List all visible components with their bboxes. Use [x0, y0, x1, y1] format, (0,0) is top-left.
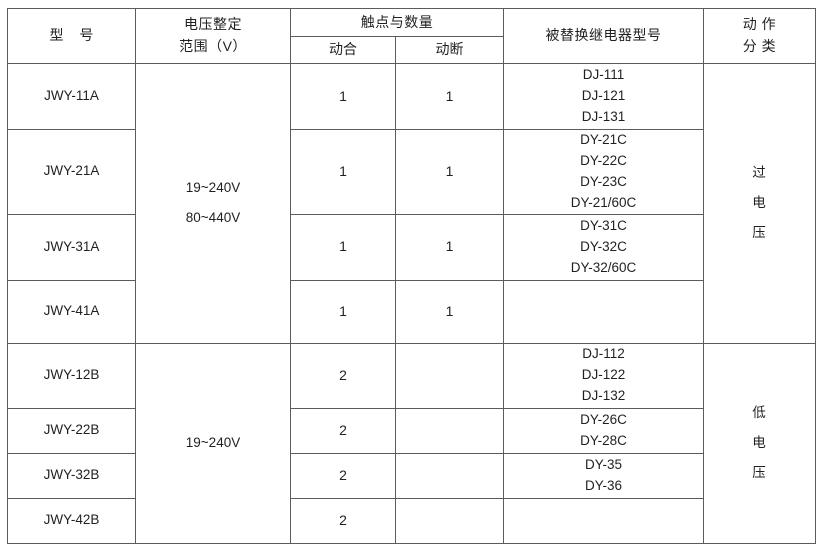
replaced-relay-item: DJ-121 [581, 88, 626, 104]
cell-contacts-no: 2 [290, 342, 396, 409]
table-row: JWY-11A 19~240V 80~440V 1 1 DJ-111 DJ-12… [7, 63, 816, 344]
cell-replaced-relay [503, 279, 704, 344]
cell-model: JWY-41A [7, 279, 136, 344]
cell-model: JWY-21A [7, 129, 136, 215]
action-class-char: 电 [752, 434, 767, 450]
spec-table-container: 型 号 电压整定 范围（V） 触点与数量 被替换继电器型号 动 作 分 类 动合… [7, 8, 816, 544]
cell-contacts-nc [395, 407, 504, 454]
header-action-class-line2: 分 类 [742, 38, 777, 54]
header-replaced-relay: 被替换继电器型号 [503, 8, 704, 64]
replaced-relay-item: DY-21/60C [570, 194, 637, 210]
action-class-char: 过 [752, 164, 767, 180]
action-class-char: 低 [752, 404, 767, 420]
cell-contacts-nc: 1 [395, 63, 504, 130]
cell-action-class-group1: 过 电 压 [703, 63, 816, 344]
cell-contacts-nc: 1 [395, 213, 504, 281]
header-row-secondary: 动合 动断 [8, 36, 816, 64]
header-action-class-line1: 动 作 [742, 16, 777, 33]
cell-replaced-relay: DY-35 DY-36 [503, 452, 704, 499]
cell-model: JWY-11A [7, 63, 136, 130]
cell-model: JWY-31A [7, 213, 136, 281]
replaced-relay-item: DY-21C [580, 132, 627, 147]
replaced-relay-item: DY-22C [580, 152, 627, 168]
action-class-char: 压 [752, 464, 767, 480]
cell-contacts-no: 1 [290, 279, 396, 344]
header-voltage-line2: 范围（V） [179, 38, 247, 54]
table-row: JWY-21A 1 1 DY-21C DY-22C DY-23C DY-21/6… [7, 129, 816, 215]
replaced-relay-item: DJ-131 [581, 108, 626, 124]
replaced-relay-item: DY-26C [580, 411, 627, 427]
table-row: JWY-22B 2 DY-26C DY-28C [7, 407, 816, 454]
header-voltage-line1: 电压整定 [184, 16, 242, 33]
cell-contacts-no: 1 [290, 129, 396, 215]
cell-contacts-no: 2 [290, 407, 396, 454]
cell-contacts-nc [395, 342, 504, 409]
replaced-relay-item: DY-28C [580, 432, 627, 448]
replaced-relay-item: DJ-132 [581, 388, 626, 404]
header-model-label: 型 号 [49, 27, 100, 44]
header-contacts-group: 触点与数量 [290, 8, 504, 37]
replaced-relay-item: DY-35 [584, 456, 623, 472]
cell-contacts-no: 1 [290, 63, 396, 130]
cell-replaced-relay: DY-26C DY-28C [503, 407, 704, 454]
relay-specification-table: 型 号 电压整定 范围（V） 触点与数量 被替换继电器型号 动 作 分 类 动合… [7, 8, 816, 544]
header-model: 型 号 [7, 8, 136, 64]
action-class-char: 压 [752, 224, 767, 240]
replaced-relay-item: DJ-111 [582, 67, 625, 83]
cell-voltage-range-group2: 19~240V [135, 342, 291, 544]
table-row: JWY-32B 2 DY-35 DY-36 [7, 452, 816, 499]
cell-contacts-nc: 1 [395, 129, 504, 215]
action-class-char: 电 [752, 194, 767, 210]
replaced-relay-item: DY-23C [580, 173, 627, 189]
cell-replaced-relay: DJ-111 DJ-121 DJ-131 [503, 63, 704, 130]
header-row-primary: 型 号 电压整定 范围（V） 触点与数量 被替换继电器型号 动 作 分 类 [7, 8, 816, 64]
header-action-class: 动 作 分 类 [703, 8, 816, 64]
replaced-relay-item: DY-31C [580, 217, 627, 233]
cell-contacts-nc [395, 452, 504, 499]
header-contacts-nc: 动断 [395, 36, 504, 64]
header-voltage-range: 电压整定 范围（V） [135, 8, 291, 64]
cell-model: JWY-22B [7, 407, 136, 454]
cell-replaced-relay: DY-31C DY-32C DY-32/60C [503, 213, 704, 281]
cell-contacts-no: 1 [290, 213, 396, 281]
cell-model: JWY-12B [7, 342, 136, 409]
replaced-relay-item: DY-36 [584, 477, 623, 493]
cell-replaced-relay: DJ-112 DJ-122 DJ-132 [503, 342, 704, 409]
cell-replaced-relay: DY-21C DY-22C DY-23C DY-21/60C [503, 129, 704, 215]
cell-replaced-relay [503, 497, 704, 544]
cell-action-class-group2: 低 电 压 [703, 342, 816, 544]
voltage-value: 80~440V [185, 209, 241, 225]
cell-contacts-nc [395, 497, 504, 544]
cell-contacts-no: 2 [290, 497, 396, 544]
cell-voltage-range-group1: 19~240V 80~440V [135, 63, 291, 344]
cell-contacts-nc: 1 [395, 279, 504, 344]
cell-contacts-no: 2 [290, 452, 396, 499]
voltage-value: 19~240V [185, 434, 241, 450]
table-row: JWY-12B 19~240V 2 DJ-112 DJ-122 DJ-132 低… [7, 342, 816, 544]
voltage-value: 19~240V [185, 179, 241, 195]
table-row: JWY-31A 1 1 DY-31C DY-32C DY-32/60C [7, 213, 816, 281]
replaced-relay-item: DY-32/60C [570, 259, 637, 275]
replaced-relay-item: DJ-122 [581, 367, 626, 383]
replaced-relay-item: DJ-112 [582, 346, 625, 362]
cell-model: JWY-32B [7, 452, 136, 499]
header-contacts-no: 动合 [290, 36, 396, 64]
cell-model: JWY-42B [7, 497, 136, 544]
replaced-relay-item: DY-32C [580, 238, 627, 254]
table-row: JWY-42B 2 [7, 497, 816, 544]
table-row: JWY-41A 1 1 [7, 279, 816, 344]
